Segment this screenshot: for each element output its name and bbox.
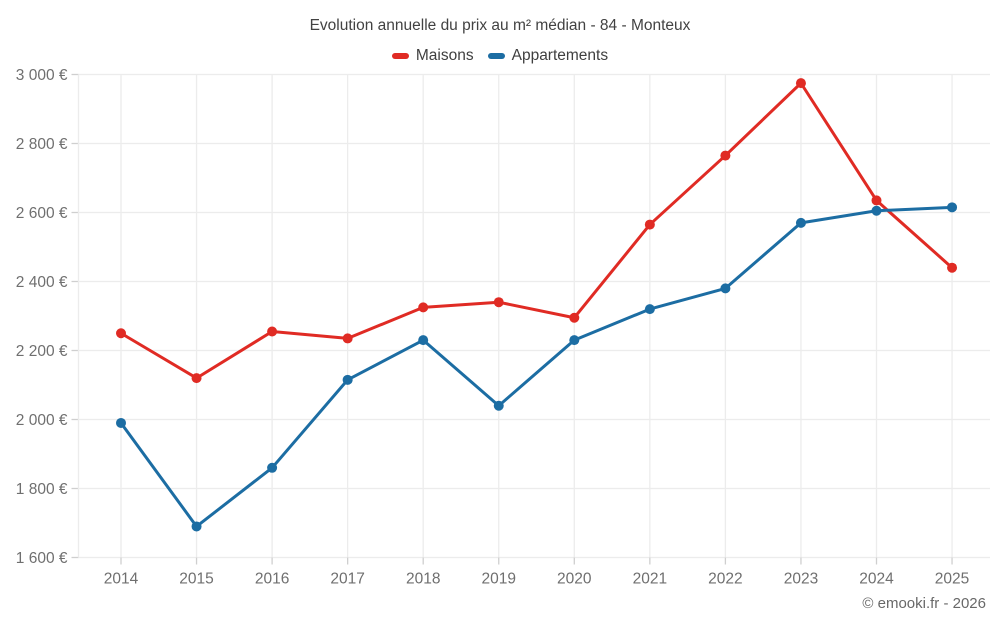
y-axis-label: 2 600 € — [16, 205, 68, 222]
x-axis-label: 2021 — [633, 571, 667, 588]
x-axis-label: 2017 — [330, 571, 364, 588]
legend-item-appartements[interactable]: Appartements — [487, 47, 609, 65]
appartements-point-2016[interactable] — [267, 462, 278, 473]
series-appartements — [116, 202, 958, 532]
maisons-line — [119, 81, 954, 380]
appartements-point-2017[interactable] — [342, 374, 353, 385]
appartements-point-2015[interactable] — [191, 521, 202, 532]
maisons-point-2016[interactable] — [267, 326, 278, 337]
legend-swatch-maisons — [391, 53, 409, 59]
legend-item-maisons[interactable]: Maisons — [391, 47, 474, 65]
maisons-point-2023[interactable] — [795, 78, 806, 89]
maisons-point-2021[interactable] — [644, 219, 655, 230]
y-axis-label: 2 200 € — [16, 343, 68, 360]
maisons-point-2020[interactable] — [569, 312, 580, 323]
y-axis-label: 2 800 € — [16, 136, 68, 153]
x-axis-label: 2023 — [784, 571, 818, 588]
x-grid: 2014 2015 2016 2017 2018 2019 2020 2021 2022 2023… — [104, 74, 969, 588]
x-axis-label: 2025 — [935, 571, 969, 588]
y-axis-label: 2 400 € — [16, 274, 68, 291]
legend-swatch-appartements — [487, 53, 505, 59]
appartements-line — [119, 205, 954, 528]
x-axis-label: 2020 — [557, 571, 592, 588]
x-axis-label: 2024 — [859, 571, 894, 588]
maisons-point-2015[interactable] — [191, 373, 202, 384]
appartements-point-2020[interactable] — [569, 335, 580, 346]
legend-label: Maisons — [415, 47, 474, 64]
maisons-point-2017[interactable] — [342, 333, 353, 344]
appartements-point-2023[interactable] — [795, 217, 806, 228]
maisons-point-2019[interactable] — [493, 297, 504, 308]
appartements-point-2022[interactable] — [720, 283, 731, 294]
chart-title: Evolution annuelle du prix au m² médian … — [309, 17, 691, 34]
y-axis-label: 1 600 € — [16, 550, 68, 567]
maisons-point-2022[interactable] — [720, 150, 731, 161]
y-axis-label: 2 000 € — [16, 412, 68, 429]
appartements-point-2018[interactable] — [418, 335, 429, 346]
chart-legend: Maisons Appartements — [0, 46, 1000, 66]
x-axis-label: 2022 — [708, 571, 742, 588]
x-axis-label: 2018 — [406, 571, 440, 588]
x-axis-label: 2014 — [104, 571, 139, 588]
maisons-point-2014[interactable] — [116, 328, 126, 339]
x-axis-label: 2016 — [255, 571, 289, 588]
copyright: © emooki.fr - 2026 — [862, 595, 986, 612]
appartements-point-2019[interactable] — [493, 400, 504, 411]
x-axis-label: 2015 — [179, 571, 213, 588]
x-axis-label: 2019 — [482, 571, 516, 588]
y-axis-label: 3 000 € — [16, 67, 68, 84]
y-axis-label: 1 800 € — [16, 481, 68, 498]
series-maisons — [116, 78, 958, 384]
maisons-point-2024[interactable] — [871, 195, 882, 206]
appartements-point-2021[interactable] — [644, 304, 655, 315]
appartements-point-2014[interactable] — [116, 417, 126, 428]
y-grid: 3 000 € 2 800 € 2 600 € 2 400 € 2 200 € 2 000… — [16, 67, 990, 567]
maisons-point-2025[interactable] — [947, 262, 958, 273]
maisons-point-2018[interactable] — [418, 302, 429, 313]
appartements-point-2025[interactable] — [947, 202, 958, 213]
legend-label: Appartements — [511, 47, 609, 64]
appartements-point-2024[interactable] — [871, 205, 882, 216]
